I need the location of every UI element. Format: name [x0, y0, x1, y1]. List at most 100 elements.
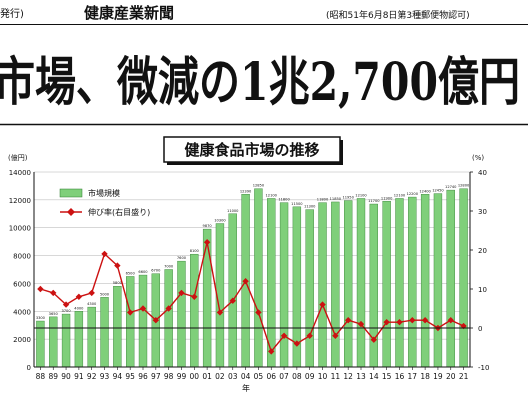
market-size-bar	[126, 276, 135, 368]
growth-rate-point	[319, 301, 326, 308]
bar-value-label: 5800	[113, 281, 123, 285]
bar-value-label: 12850	[253, 184, 265, 188]
market-size-bar	[100, 297, 109, 368]
growth-rate-point	[396, 318, 403, 326]
x-tick-label: 12	[343, 372, 353, 381]
masthead-paper-name: 健康産業新聞	[84, 4, 174, 22]
bar-value-label: 12390	[240, 189, 252, 193]
growth-rate-point	[357, 320, 365, 328]
bar-value-label: 11900	[381, 196, 393, 200]
x-tick-label: 06	[266, 372, 276, 381]
growth-rate-point	[370, 336, 378, 343]
right-axis-unit: (%)	[472, 154, 484, 162]
y-left-tick-label: 8000	[13, 253, 31, 261]
growth-rate-point	[229, 297, 236, 304]
market-size-bar	[305, 209, 314, 368]
market-size-bar	[113, 286, 122, 368]
market-size-bar	[382, 201, 391, 368]
x-tick-label: 17	[408, 372, 418, 381]
chart-title-shadow-right	[340, 140, 343, 165]
bar-value-label: 12100	[394, 193, 406, 197]
masthead-notice: (昭和51年6月8日第3種郵便物認可)	[326, 9, 470, 21]
x-tick-label: 00	[190, 372, 200, 381]
bar-value-label: 11700	[368, 199, 380, 203]
growth-rate-point	[37, 285, 44, 293]
market-size-bar	[254, 188, 263, 368]
y-right-tick-label: 0	[478, 325, 482, 333]
growth-rate-point	[255, 309, 262, 316]
y-right-tick-label: 30	[478, 208, 487, 216]
bar-value-label: 6700	[151, 269, 161, 273]
market-size-bar	[202, 228, 212, 368]
y-left-tick-label: 6000	[13, 280, 31, 288]
market-size-bar	[74, 311, 84, 368]
market-size-bar	[61, 313, 71, 368]
x-tick-label: 98	[164, 372, 174, 381]
market-size-bar	[344, 200, 353, 368]
growth-rate-point	[216, 309, 224, 316]
masthead-left-fragment: 発行)	[0, 7, 24, 20]
x-tick-label: 19	[433, 372, 443, 381]
y-left-tick-label: 0	[27, 364, 31, 372]
x-tick-label: 05	[254, 372, 264, 381]
x-tick-label: 20	[446, 372, 456, 381]
growth-rate-point	[242, 278, 249, 285]
x-tick-label: 94	[113, 372, 123, 381]
growth-rate-point	[421, 317, 429, 324]
chart-title-shadow-bottom	[167, 162, 343, 165]
x-axis-label: 年	[242, 383, 250, 393]
growth-rate-point	[306, 332, 313, 339]
bar-value-label: 6600	[138, 270, 148, 274]
market-size-bar	[395, 198, 404, 368]
legend-bar-swatch	[59, 188, 83, 198]
bar-value-label: 11800	[317, 198, 329, 202]
growth-rate-point	[447, 317, 454, 324]
growth-rate-point	[268, 348, 275, 355]
market-size-bar	[87, 306, 96, 368]
growth-rate-point	[62, 301, 70, 308]
growth-rate-point	[165, 305, 172, 312]
x-tick-label: 21	[459, 372, 469, 381]
bar-value-label: 11500	[291, 202, 303, 206]
bar-value-label: 12400	[419, 189, 431, 193]
x-tick-label: 16	[395, 372, 405, 381]
growth-rate-point	[409, 317, 416, 324]
y-right-tick-label: -10	[478, 364, 489, 372]
x-tick-label: 04	[241, 372, 251, 381]
bar-value-label: 11800	[278, 198, 290, 202]
x-tick-label: 90	[61, 372, 71, 381]
y-right-tick-label: 10	[478, 286, 487, 294]
bar-value-label: 12100	[266, 193, 278, 197]
x-tick-label: 11	[331, 372, 341, 381]
headline-text: 市場、微減の1兆2,700億円	[0, 52, 520, 113]
bar-value-label: 3700	[61, 309, 71, 313]
growth-rate-point	[293, 340, 301, 347]
bar-value-label: 9870	[203, 224, 213, 228]
bar-value-label: 11950	[342, 196, 354, 200]
y-left-tick-label: 12000	[9, 197, 31, 205]
growth-rate-point	[114, 262, 121, 269]
x-tick-label: 13	[356, 372, 366, 381]
growth-rate-point	[280, 332, 288, 339]
market-size-bar	[190, 253, 199, 368]
bar-value-label: 12450	[432, 189, 444, 193]
market-size-bar	[318, 202, 327, 368]
bar-value-label: 11850	[330, 197, 342, 201]
bar-value-label: 5000	[100, 292, 110, 296]
x-tick-label: 95	[125, 372, 135, 381]
x-tick-label: 03	[228, 372, 238, 381]
growth-rate-point	[126, 309, 134, 316]
y-left-tick-label: 4000	[13, 308, 31, 316]
x-tick-label: 14	[369, 372, 379, 381]
market-size-bar	[331, 201, 340, 368]
x-tick-label: 96	[138, 372, 148, 381]
headline-area: 市場、微減の1兆2,700億円	[0, 52, 528, 126]
bar-value-label: 7000	[164, 265, 174, 269]
market-size-bar	[408, 196, 417, 368]
bar-value-label: 7600	[177, 256, 187, 260]
chart-legend: 市場規模 伸び率(右目盛り)	[59, 188, 150, 217]
bar-value-label: 12740	[445, 185, 457, 189]
growth-rate-point	[383, 318, 390, 326]
y-left-tick-label: 14000	[9, 169, 31, 177]
growth-rate-point	[152, 317, 160, 324]
